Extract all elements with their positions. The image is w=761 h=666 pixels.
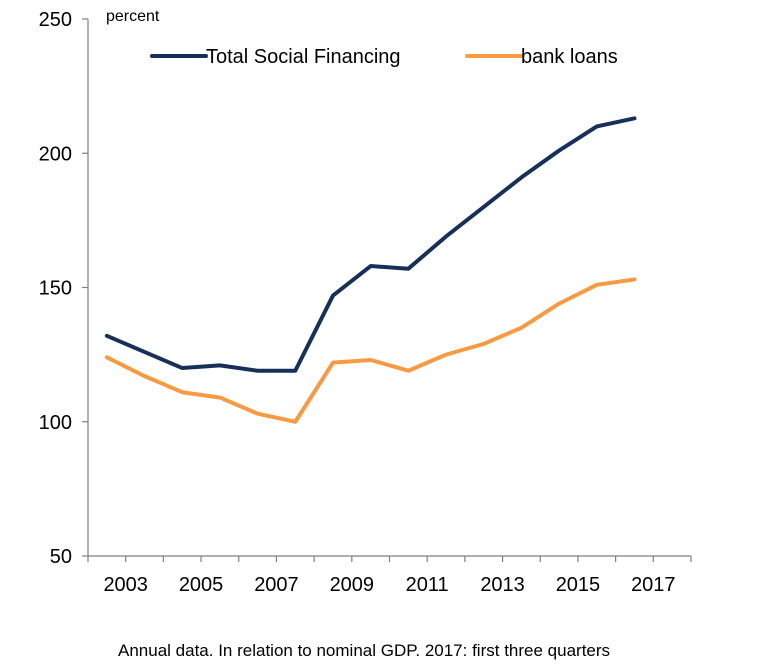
- x-tick-label: 2011: [406, 574, 449, 596]
- series-lines: [104, 116, 637, 424]
- y-tick-label: 100: [39, 412, 72, 434]
- footnote: Annual data. In relation to nominal GDP.…: [118, 641, 611, 660]
- series-line-bank-loans: [104, 277, 637, 424]
- legend-label: bank loans: [521, 46, 618, 68]
- x-tick-label: 2007: [254, 574, 299, 596]
- chart-axes: [82, 18, 692, 562]
- tick-labels: 50 100 150 200 250 2003 2005 2007 2009 2011 2013 20…: [39, 9, 676, 596]
- y-tick-label: 250: [39, 9, 72, 31]
- x-tick-label: 2013: [480, 574, 525, 596]
- legend: Total Social Financing bank loans: [150, 46, 618, 68]
- x-tick-label: 2017: [631, 574, 676, 596]
- x-tick-label: 2009: [330, 574, 375, 596]
- series-line-total-social-financing: [104, 116, 637, 373]
- y-tick-label: 150: [39, 278, 72, 300]
- x-tick-label: 2003: [103, 574, 148, 596]
- legend-label: Total Social Financing: [206, 46, 401, 68]
- y-tick-label: 200: [39, 143, 72, 165]
- x-tick-label: 2005: [179, 574, 224, 596]
- x-tick-label: 2015: [556, 574, 601, 596]
- y-unit-label: percent: [106, 8, 160, 25]
- y-tick-label: 50: [50, 546, 72, 568]
